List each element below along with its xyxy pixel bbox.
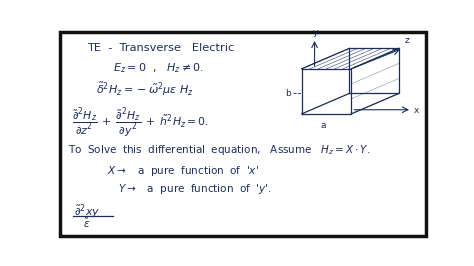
Text: $\tilde{\varepsilon}$: $\tilde{\varepsilon}$: [83, 217, 91, 230]
Text: $X \rightarrow$   a  pure  function  of  '$x$': $X \rightarrow$ a pure function of '$x$': [107, 164, 259, 178]
Text: $\tilde{\partial}^2 xy$: $\tilde{\partial}^2 xy$: [74, 203, 100, 221]
Text: $\tilde{\delta}^2 H_z = -\tilde{\omega}^2 \mu\varepsilon \; H_z$: $\tilde{\delta}^2 H_z = -\tilde{\omega}^…: [96, 81, 193, 98]
Text: To  Solve  this  differential  equation,   Assume   $H_z = X \cdot Y.$: To Solve this differential equation, Ass…: [68, 143, 371, 156]
Text: a: a: [321, 121, 327, 130]
Text: $\dfrac{\tilde{\partial}^2 H_z}{\partial z^2}$$\; + \; \dfrac{\tilde{\partial}^2: $\dfrac{\tilde{\partial}^2 H_z}{\partial…: [72, 107, 209, 140]
Text: TE  -  Transverse   Electric: TE - Transverse Electric: [87, 43, 234, 53]
Text: z: z: [405, 36, 410, 45]
Text: $Y \rightarrow$   a  pure  function  of  '$y$'.: $Y \rightarrow$ a pure function of '$y$'…: [118, 182, 272, 197]
Text: x: x: [414, 106, 419, 115]
Text: b: b: [285, 89, 291, 98]
Text: y: y: [313, 28, 319, 37]
Text: $E_z = 0$  ,   $H_z \neq 0.$: $E_z = 0$ , $H_z \neq 0.$: [112, 62, 204, 76]
